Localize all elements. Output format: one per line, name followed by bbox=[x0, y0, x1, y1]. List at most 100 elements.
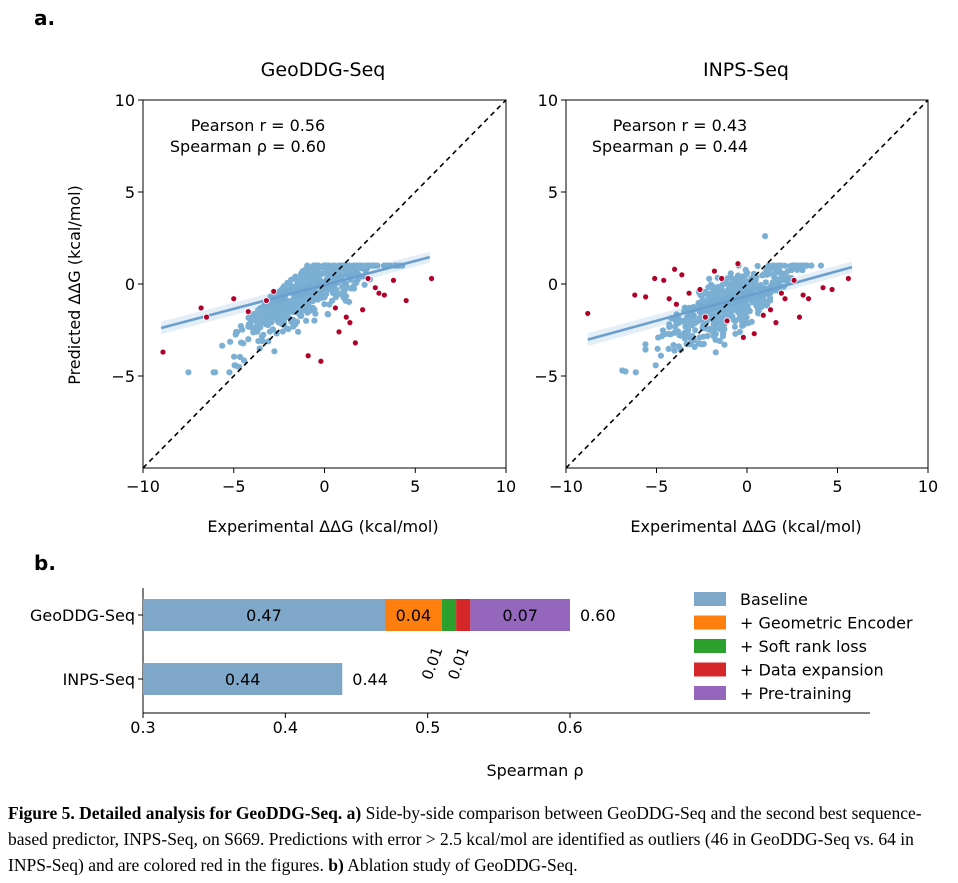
data-point bbox=[331, 262, 338, 269]
bar-category-label: INPS-Seq bbox=[63, 670, 135, 689]
data-point bbox=[329, 297, 336, 304]
data-point bbox=[707, 281, 715, 288]
data-point bbox=[295, 328, 302, 335]
outlier-point bbox=[244, 308, 252, 316]
data-point bbox=[659, 332, 666, 340]
data-point bbox=[321, 269, 328, 276]
spearman-annotation: Spearman ρ = 0.60 bbox=[170, 137, 326, 156]
data-point bbox=[374, 262, 381, 269]
x-axis-label: Experimental ΔΔG (kcal/mol) bbox=[207, 517, 438, 536]
data-point bbox=[185, 369, 192, 376]
outlier-point bbox=[230, 295, 238, 303]
y-tick-label: −5 bbox=[111, 367, 135, 386]
bar-value-label: 0.07 bbox=[502, 606, 538, 625]
x-tick-label: 10 bbox=[496, 477, 516, 496]
data-point bbox=[771, 271, 778, 278]
data-point bbox=[757, 282, 764, 289]
data-point bbox=[762, 279, 769, 286]
outlier-point bbox=[678, 271, 686, 279]
y-tick-label: −5 bbox=[534, 367, 558, 386]
data-point bbox=[311, 267, 318, 275]
data-point bbox=[697, 298, 705, 306]
bar-value-label: 0.04 bbox=[396, 606, 432, 625]
y-axis-label: Predicted ΔΔG (kcal/mol) bbox=[65, 185, 84, 385]
data-point bbox=[665, 345, 672, 352]
outlier-point bbox=[197, 304, 205, 312]
scatter-panel-geoddg: GeoDDG-Seq Pearson r = 0.56 Spearman ρ =… bbox=[111, 59, 516, 536]
data-point bbox=[737, 310, 744, 318]
outlier-point bbox=[402, 297, 410, 304]
data-point bbox=[286, 283, 293, 290]
figure-caption: Figure 5. Detailed analysis for GeoDDG-S… bbox=[8, 800, 953, 878]
data-point bbox=[309, 279, 316, 286]
legend-swatch bbox=[694, 686, 726, 700]
bar-x-tick-label: 0.3 bbox=[130, 718, 155, 737]
caption-b-label: b) bbox=[328, 855, 344, 875]
data-point bbox=[767, 295, 774, 302]
data-point bbox=[703, 289, 710, 296]
data-point bbox=[700, 333, 707, 340]
panel-a-label: a. bbox=[34, 6, 55, 30]
y-tick-label: 5 bbox=[548, 183, 558, 202]
outlier-point bbox=[304, 352, 312, 360]
y-tick-label: 0 bbox=[548, 275, 558, 294]
data-point bbox=[742, 272, 749, 279]
x-tick-label: 0 bbox=[319, 477, 329, 496]
data-point bbox=[321, 301, 328, 308]
data-point bbox=[381, 262, 388, 269]
data-point bbox=[698, 341, 705, 348]
outlier-point bbox=[390, 276, 397, 284]
outlier-point bbox=[665, 295, 673, 303]
x-tick-label: 5 bbox=[410, 477, 420, 496]
data-point bbox=[219, 342, 226, 349]
data-point bbox=[363, 262, 370, 269]
data-point bbox=[708, 290, 715, 297]
data-point bbox=[671, 323, 679, 330]
data-point bbox=[249, 315, 256, 322]
data-point bbox=[231, 362, 238, 369]
data-point bbox=[808, 262, 815, 269]
bar-value-label: 0.44 bbox=[225, 670, 261, 689]
pearson-annotation: Pearson r = 0.43 bbox=[613, 116, 747, 135]
y-tick-label: 10 bbox=[115, 91, 135, 110]
caption-a-label: a) bbox=[346, 803, 362, 823]
x-tick-label: −5 bbox=[222, 477, 246, 496]
bar-x-tick-label: 0.6 bbox=[557, 718, 582, 737]
outlier-point bbox=[371, 284, 379, 292]
data-point bbox=[296, 284, 303, 292]
data-point bbox=[281, 296, 288, 303]
outlier-point bbox=[317, 357, 325, 365]
bar-segment bbox=[470, 599, 570, 631]
data-point bbox=[718, 293, 725, 300]
data-point bbox=[239, 326, 246, 333]
bar-value-label: 0.01 bbox=[444, 645, 472, 683]
outlier-point bbox=[701, 313, 709, 321]
data-point bbox=[666, 321, 673, 328]
data-point bbox=[332, 287, 339, 294]
outlier-point bbox=[767, 306, 774, 314]
outlier-point bbox=[759, 311, 767, 319]
data-point bbox=[276, 287, 284, 295]
outlier-point bbox=[723, 317, 731, 325]
data-point bbox=[657, 352, 665, 359]
bar-value-label: 0.47 bbox=[246, 606, 282, 625]
legend-swatch bbox=[694, 592, 726, 606]
outlier-point bbox=[828, 286, 836, 293]
data-point bbox=[682, 335, 689, 342]
data-point bbox=[632, 369, 639, 376]
data-point bbox=[687, 320, 694, 327]
data-point bbox=[729, 313, 736, 320]
data-point bbox=[322, 290, 329, 297]
outlier-point bbox=[342, 313, 350, 321]
data-point bbox=[797, 262, 804, 269]
data-point bbox=[307, 271, 314, 278]
data-point bbox=[212, 369, 219, 376]
outlier-point bbox=[711, 267, 718, 275]
outlier-point bbox=[380, 291, 388, 299]
data-point bbox=[712, 336, 719, 343]
data-point bbox=[817, 262, 825, 269]
data-point bbox=[297, 299, 304, 306]
data-point bbox=[788, 266, 795, 274]
data-point bbox=[741, 314, 748, 322]
x-tick-label: 0 bbox=[742, 477, 752, 496]
